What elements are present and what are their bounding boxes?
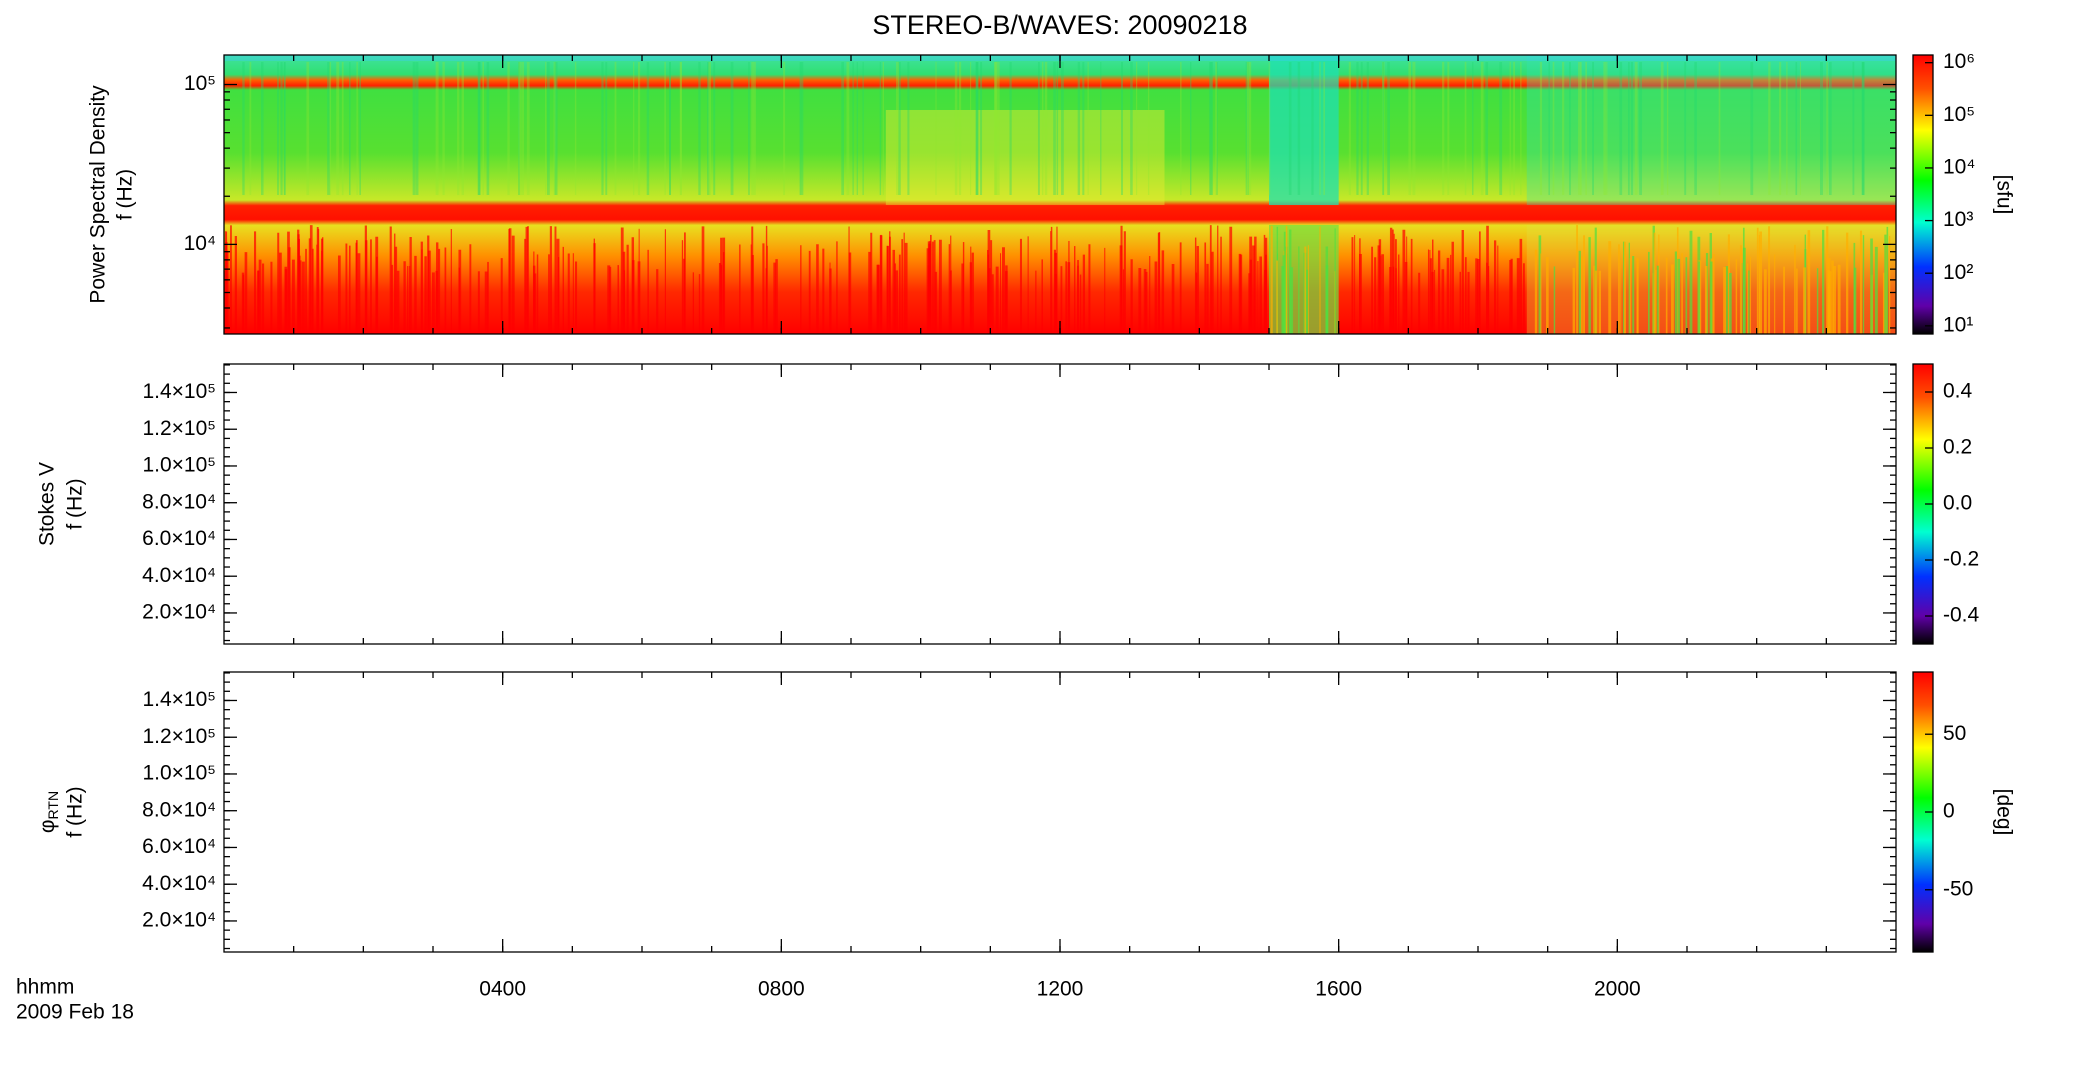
colorbar-tick-label: 10⁵: [1943, 103, 1975, 126]
y-tick-label: 1.0×10⁵: [142, 762, 216, 785]
colorbar-tick-label: -0.4: [1943, 604, 1980, 627]
y-tick-label: 1.2×10⁵: [142, 725, 216, 748]
y-tick-label: 4.0×10⁴: [142, 872, 216, 895]
y-tick-label: 2.0×10⁴: [142, 908, 216, 931]
texture: [885, 110, 1165, 205]
spectrogram-texture: [224, 55, 1896, 334]
label-subscript: RTN: [45, 791, 61, 820]
x-tick-label: 0400: [479, 978, 526, 1001]
y-tick-label: 6.0×10⁴: [142, 527, 216, 550]
x-tick-label: 1200: [1037, 978, 1084, 1001]
y-axis-label: Stokes V: [36, 462, 59, 546]
y-tick-label: 6.0×10⁴: [142, 835, 216, 858]
colorbar-label: [deg]: [1992, 789, 2015, 836]
y-tick-label: 8.0×10⁴: [142, 490, 216, 513]
texture: [1526, 55, 1896, 205]
colorbar-label: [sfu]: [1992, 175, 2015, 215]
x-tick-label: 1600: [1315, 978, 1362, 1001]
y-tick-label: 1.0×10⁵: [142, 454, 216, 477]
colorbar: [1912, 54, 1934, 335]
x-axis-label: hhmm: [16, 976, 74, 999]
colorbar-tick-label: 50: [1943, 722, 1966, 745]
texture: [1269, 55, 1339, 205]
y-tick-label: 1.4×10⁵: [142, 688, 216, 711]
plot-frame: [223, 363, 1897, 645]
y-axis-label: f (Hz): [64, 478, 87, 529]
colorbar-tick-label: -0.2: [1943, 548, 1979, 571]
chart-title: STEREO-B/WAVES: 20090218: [872, 10, 1247, 40]
y-axis-label: φRTN: [36, 791, 61, 833]
colorbar-tick-label: 0.0: [1943, 492, 1972, 515]
colorbar-tick-label: 10²: [1943, 261, 1973, 284]
x-tick-label: 2000: [1594, 978, 1641, 1001]
y-axis-label: Power Spectral Density: [87, 85, 110, 304]
y-tick-label: 4.0×10⁴: [142, 564, 216, 587]
x-tick-label: 0800: [758, 978, 805, 1001]
y-tick-label: 1.2×10⁵: [142, 417, 216, 440]
y-tick-label: 10⁴: [184, 232, 216, 255]
label-symbol: φ: [36, 819, 59, 833]
colorbar-tick-label: 0.2: [1943, 436, 1972, 459]
y-axis-label: f (Hz): [114, 169, 137, 220]
y-tick-label: 1.4×10⁵: [142, 380, 216, 403]
colorbar-tick-label: 10³: [1943, 208, 1973, 231]
colorbar-tick-label: 10⁴: [1943, 156, 1975, 179]
colorbar-tick-label: 10⁶: [1943, 50, 1975, 73]
colorbar-tick-label: 10¹: [1943, 313, 1973, 336]
y-axis-label: f (Hz): [64, 786, 87, 837]
colorbar-tick-label: 0.4: [1943, 380, 1973, 403]
plot-frame: [223, 671, 1897, 953]
colorbar-tick-label: 0: [1943, 800, 1955, 823]
y-tick-label: 10⁵: [184, 72, 216, 95]
date-label: 2009 Feb 18: [16, 1001, 134, 1024]
y-tick-label: 8.0×10⁴: [142, 798, 216, 821]
y-tick-label: 2.0×10⁴: [142, 600, 216, 623]
colorbar-tick-label: -50: [1943, 877, 1973, 900]
